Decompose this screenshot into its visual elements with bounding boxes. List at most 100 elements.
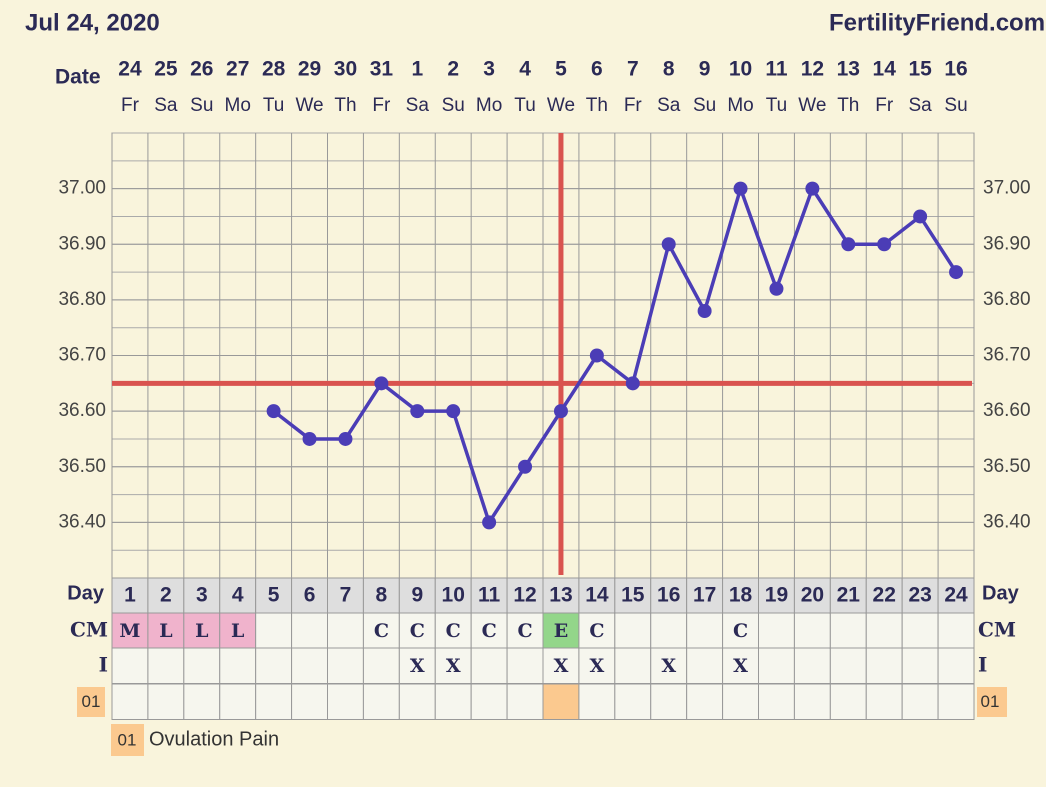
date-number: 11	[765, 58, 788, 81]
y-tick-label-right: 36.70	[983, 345, 1031, 366]
temperature-point	[805, 181, 820, 196]
temperature-point	[841, 237, 856, 252]
row-cell	[614, 612, 652, 649]
day-label-right: Day	[982, 582, 1020, 604]
row-entry: X	[733, 655, 748, 677]
weekday: Tu	[263, 95, 284, 116]
row-cell	[255, 612, 293, 649]
row-cell	[578, 683, 616, 720]
row-cell	[327, 683, 364, 720]
row-cell	[614, 683, 652, 720]
row-entry: X	[446, 655, 461, 677]
row-cell	[722, 647, 759, 684]
weekday: Fr	[624, 95, 643, 116]
row-cell	[506, 683, 544, 720]
day-number: 18	[729, 583, 753, 606]
legend-box	[111, 724, 144, 756]
day-cell	[470, 577, 508, 614]
weekday: Mo	[225, 95, 251, 116]
weekday: Tu	[766, 95, 787, 116]
row-label-right: CM	[978, 617, 1016, 641]
row-entry: C	[482, 620, 497, 642]
row-cell	[901, 683, 939, 720]
row-cell	[398, 612, 436, 649]
row-entry: X	[661, 655, 676, 677]
row-cell	[327, 612, 364, 649]
row-cell	[650, 647, 688, 684]
weekday: Sa	[657, 95, 681, 116]
date-number: 2	[447, 58, 459, 81]
row-cell	[793, 647, 831, 684]
row-entry: C	[374, 620, 389, 642]
row-entry: C	[410, 620, 425, 642]
row-cell	[147, 612, 185, 649]
temperature-point	[877, 237, 892, 252]
temperature-point	[661, 237, 676, 252]
row-entry: E	[554, 620, 568, 642]
row-cell	[111, 683, 149, 720]
date-number: 10	[729, 58, 752, 81]
row-cell	[362, 647, 400, 684]
date-number: 6	[591, 58, 603, 81]
day-number: 17	[693, 583, 716, 606]
y-tick-label: 37.00	[58, 178, 106, 199]
row-cell	[147, 647, 185, 684]
row-cell	[793, 683, 831, 720]
row-cell	[506, 647, 544, 684]
row-cell	[470, 647, 508, 684]
weekday: Su	[190, 95, 213, 116]
weekday: We	[798, 95, 826, 116]
weekday: Fr	[372, 95, 391, 116]
row-cell	[291, 647, 329, 684]
date-number: 30	[334, 58, 357, 81]
row-entry: C	[589, 620, 604, 642]
row-cell	[506, 612, 544, 649]
temperature-point	[589, 348, 604, 363]
row-cell	[219, 612, 257, 649]
y-tick-label-right: 37.00	[983, 178, 1031, 199]
day-number: 9	[411, 583, 423, 606]
row-cell	[865, 683, 903, 720]
row-cell	[865, 647, 903, 684]
temperature-line	[272, 186, 958, 525]
row-cell	[650, 683, 688, 720]
day-number: 16	[657, 583, 680, 606]
row-cell	[434, 647, 472, 684]
row-cell	[434, 612, 472, 649]
row-cell	[578, 647, 616, 684]
row-cell	[758, 683, 795, 720]
day-cell	[793, 577, 831, 614]
row-entry: L	[159, 620, 172, 642]
row-cell	[291, 612, 329, 649]
temperature-point	[266, 404, 281, 419]
day-number: 7	[340, 583, 352, 606]
day-number: 8	[376, 583, 388, 606]
day-number: 22	[873, 583, 896, 606]
chart-title: Jul 24, 2020	[25, 9, 160, 36]
day-number: 13	[549, 583, 572, 606]
row-cell	[758, 612, 795, 649]
row-cell	[362, 683, 400, 720]
date-number: 29	[298, 58, 321, 81]
row-label-right: I	[978, 652, 987, 676]
day-number: 24	[944, 583, 968, 606]
row-label: 01	[82, 692, 101, 711]
temperature-point	[302, 431, 317, 446]
date-number: 25	[154, 58, 178, 81]
day-number: 5	[268, 583, 280, 606]
row-cell	[865, 612, 903, 649]
row-entry: C	[733, 620, 748, 642]
row-cell	[829, 647, 867, 684]
weekday: Tu	[514, 95, 535, 116]
day-number: 19	[765, 583, 788, 606]
date-number: 14	[873, 58, 897, 81]
temperature-point	[733, 181, 748, 196]
y-tick-label-right: 36.90	[983, 233, 1031, 254]
row-cell	[901, 647, 939, 684]
date-number: 28	[262, 58, 286, 81]
day-cell	[147, 577, 185, 614]
day-number: 10	[442, 583, 465, 606]
weekday: Th	[334, 95, 356, 116]
weekday: Sa	[406, 95, 430, 116]
